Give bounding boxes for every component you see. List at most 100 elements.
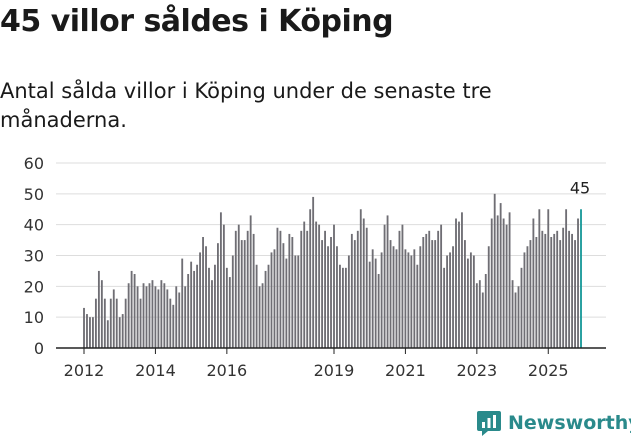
x-tick-label-2021: 2021 xyxy=(385,361,426,380)
bar-82 xyxy=(327,246,329,348)
bar-48 xyxy=(225,267,228,348)
bar-31 xyxy=(175,286,178,348)
bar-125 xyxy=(455,218,457,348)
bar-141 xyxy=(502,218,505,348)
bar-64 xyxy=(273,249,276,348)
bar-133 xyxy=(478,280,481,348)
bar-19 xyxy=(139,298,142,348)
bar-90 xyxy=(350,233,353,348)
bar-136 xyxy=(487,246,490,348)
bar-145 xyxy=(514,292,517,348)
bar-135 xyxy=(484,274,487,348)
bar-112 xyxy=(416,264,419,348)
bar-70 xyxy=(291,237,294,348)
bar-53 xyxy=(240,240,243,348)
x-tick-label-2019: 2019 xyxy=(314,361,355,380)
x-axis-labels: 2012 2014 2016 2019 2021 2023 2025 xyxy=(64,348,569,380)
bar-115 xyxy=(425,233,428,348)
y-tick-label-40: 40 xyxy=(24,216,44,235)
bar-61 xyxy=(264,270,267,348)
bar-73 xyxy=(300,230,303,348)
bar-5 xyxy=(97,270,100,348)
bar-86 xyxy=(339,264,341,348)
bar-16 xyxy=(130,270,133,348)
bar-62 xyxy=(267,264,270,348)
y-tick-label-20: 20 xyxy=(24,277,44,296)
bar-69 xyxy=(288,233,291,348)
bar-104 xyxy=(392,246,395,348)
y-tick-label-50: 50 xyxy=(24,185,44,204)
bar-100 xyxy=(380,252,383,348)
bar-113 xyxy=(419,246,422,348)
bar-11 xyxy=(115,298,118,348)
bar-15 xyxy=(127,283,130,348)
bar-118 xyxy=(434,240,437,348)
bar-23 xyxy=(151,280,154,348)
chart-title: 45 villor såldes i Köping xyxy=(0,4,394,39)
bar-131 xyxy=(472,255,475,348)
bar-139 xyxy=(496,215,499,348)
bar-150 xyxy=(529,240,532,348)
bar-147 xyxy=(520,267,523,348)
bar-137 xyxy=(490,218,493,348)
bar-0 xyxy=(83,307,85,348)
bar-71 xyxy=(294,255,297,348)
bar-52 xyxy=(237,224,240,348)
bar-111 xyxy=(413,249,416,348)
bar-59 xyxy=(258,286,261,348)
bar-latest xyxy=(580,209,582,348)
bar-43 xyxy=(211,280,213,348)
bar-134 xyxy=(481,292,484,348)
bar-95 xyxy=(365,227,368,348)
bar-25 xyxy=(157,289,160,348)
bar-68 xyxy=(285,258,288,348)
y-axis-labels: 0 10 20 30 40 50 60 xyxy=(24,154,44,358)
bar-163 xyxy=(568,230,571,348)
bar-56 xyxy=(249,215,252,348)
bars xyxy=(83,193,582,348)
bar-2 xyxy=(89,317,91,348)
y-tick-label-30: 30 xyxy=(24,247,44,266)
bar-121 xyxy=(443,267,446,348)
x-tick-label-2025: 2025 xyxy=(528,361,569,380)
bar-103 xyxy=(389,240,392,348)
bar-153 xyxy=(538,209,541,348)
bar-55 xyxy=(246,230,249,348)
bar-89 xyxy=(347,255,350,348)
bar-159 xyxy=(556,230,559,348)
bar-44 xyxy=(214,264,216,348)
bar-102 xyxy=(386,215,389,348)
bar-144 xyxy=(511,280,514,348)
bar-165 xyxy=(574,240,576,348)
bar-14 xyxy=(124,298,127,348)
bar-166 xyxy=(577,218,579,348)
newsworthy-icon xyxy=(477,411,501,436)
bar-107 xyxy=(401,224,404,348)
bar-127 xyxy=(461,212,463,348)
bar-60 xyxy=(261,283,264,348)
bar-28 xyxy=(166,289,169,348)
bar-92 xyxy=(356,230,359,348)
bar-78 xyxy=(315,221,318,348)
bar-128 xyxy=(464,240,466,348)
bar-3 xyxy=(92,317,94,348)
bar-24 xyxy=(154,286,157,348)
latest-value-label: 45 xyxy=(570,178,590,197)
x-tick-label-2016: 2016 xyxy=(206,361,247,380)
bar-10 xyxy=(112,289,115,348)
bar-9 xyxy=(109,298,112,348)
bar-47 xyxy=(222,224,225,348)
bar-160 xyxy=(559,240,562,348)
bar-39 xyxy=(199,252,201,348)
bar-88 xyxy=(344,267,347,348)
bar-140 xyxy=(499,203,502,348)
bar-4 xyxy=(94,298,97,348)
bar-114 xyxy=(422,237,425,348)
bar-123 xyxy=(449,252,451,348)
bar-30 xyxy=(172,304,175,348)
bar-157 xyxy=(550,237,553,348)
bar-132 xyxy=(475,283,478,348)
y-tick-label-60: 60 xyxy=(24,154,44,173)
bar-129 xyxy=(466,258,469,348)
